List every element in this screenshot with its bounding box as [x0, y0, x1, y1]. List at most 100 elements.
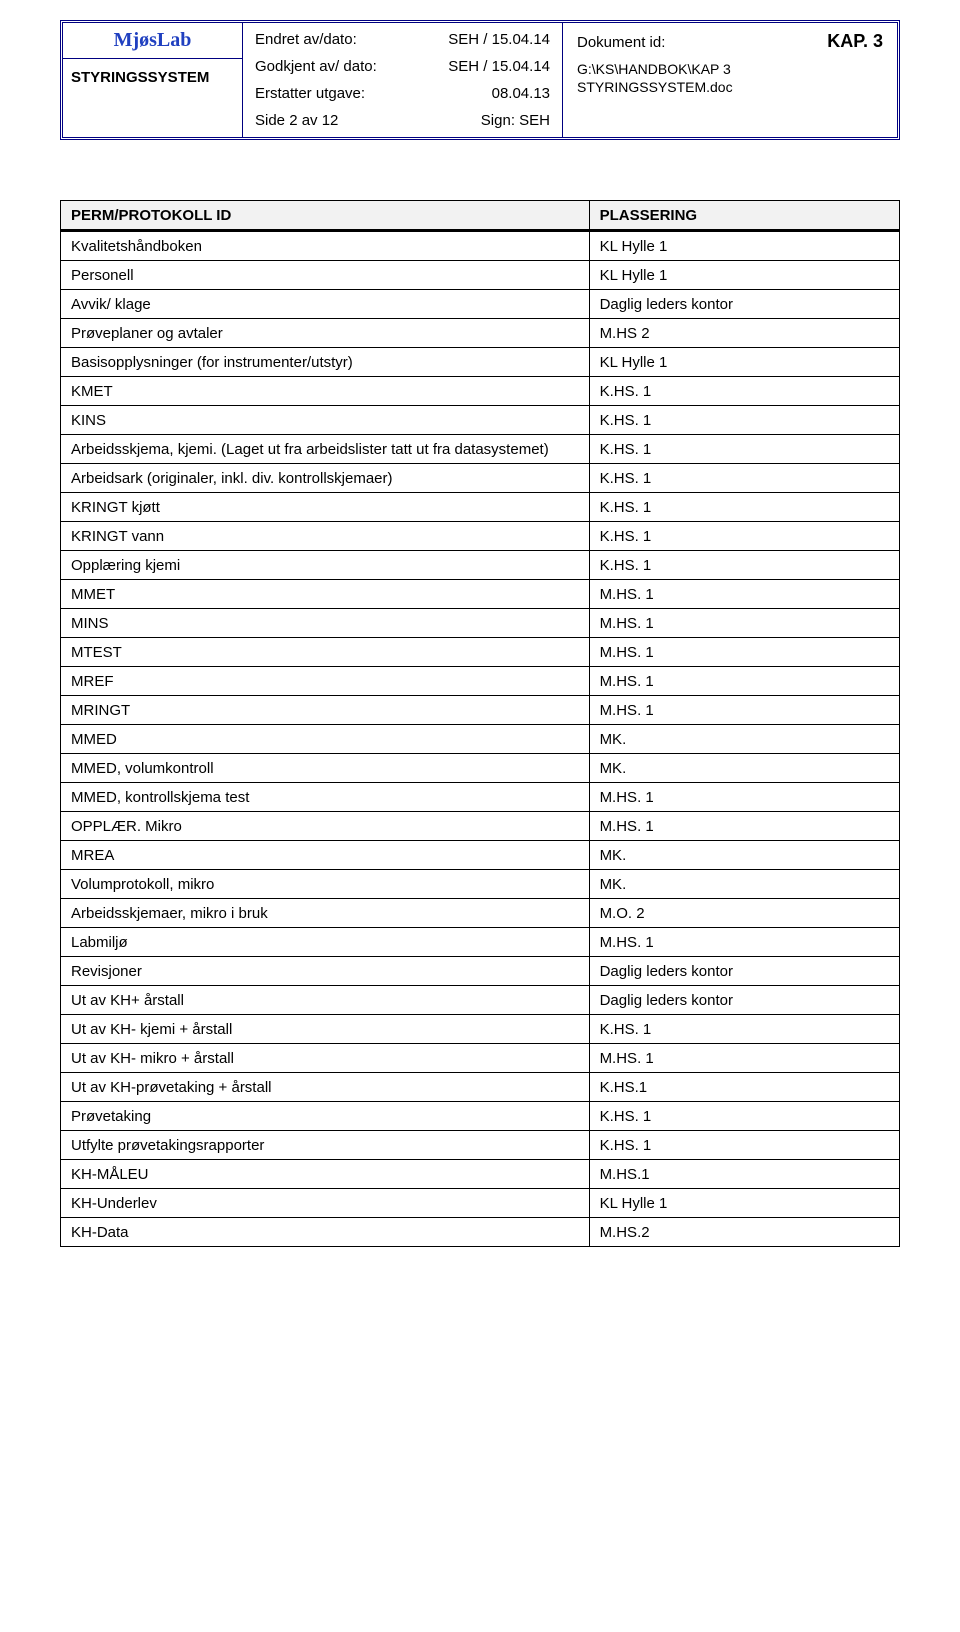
cell-place: MK.: [589, 870, 899, 899]
table-row: Arbeidsark (originaler, inkl. div. kontr…: [61, 464, 900, 493]
cell-place: K.HS. 1: [589, 406, 899, 435]
table-row: Arbeidsskjema, kjemi. (Laget ut fra arbe…: [61, 435, 900, 464]
filepath-line-1: G:\KS\HANDBOK\KAP 3: [577, 60, 883, 78]
column-header-id: PERM/PROTOKOLL ID: [61, 201, 590, 231]
cell-place: KL Hylle 1: [589, 1189, 899, 1218]
replaces-value: 08.04.13: [492, 85, 550, 102]
doc-subtitle: STYRINGSSYSTEM: [63, 59, 242, 96]
table-row: KH-MÅLEUM.HS.1: [61, 1160, 900, 1189]
cell-id: MRINGT: [61, 696, 590, 725]
changed-label: Endret av/dato:: [255, 31, 357, 48]
table-row: Arbeidsskjemaer, mikro i brukM.O. 2: [61, 899, 900, 928]
cell-id: Arbeidsark (originaler, inkl. div. kontr…: [61, 464, 590, 493]
cell-place: K.HS. 1: [589, 493, 899, 522]
cell-place: M.HS. 1: [589, 783, 899, 812]
table-row: MMED, volumkontrollMK.: [61, 754, 900, 783]
doc-id-label: Dokument id:: [577, 34, 665, 51]
cell-id: Arbeidsskjemaer, mikro i bruk: [61, 899, 590, 928]
table-body: KvalitetshåndbokenKL Hylle 1PersonellKL …: [61, 231, 900, 1247]
cell-id: MMET: [61, 580, 590, 609]
cell-id: MMED: [61, 725, 590, 754]
cell-id: Arbeidsskjema, kjemi. (Laget ut fra arbe…: [61, 435, 590, 464]
table-row: KRINGT kjøttK.HS. 1: [61, 493, 900, 522]
cell-id: MREA: [61, 841, 590, 870]
cell-place: K.HS. 1: [589, 1131, 899, 1160]
cell-id: MINS: [61, 609, 590, 638]
cell-place: M.O. 2: [589, 899, 899, 928]
cell-place: M.HS. 1: [589, 928, 899, 957]
header-column-left: MjøsLab STYRINGSSYSTEM: [63, 23, 243, 137]
table-row: KH-UnderlevKL Hylle 1: [61, 1189, 900, 1218]
cell-place: M.HS. 1: [589, 580, 899, 609]
table-row: KMETK.HS. 1: [61, 377, 900, 406]
cell-place: M.HS. 1: [589, 696, 899, 725]
cell-place: Daglig leders kontor: [589, 290, 899, 319]
table-row: OPPLÆR. MikroM.HS. 1: [61, 812, 900, 841]
cell-id: KINS: [61, 406, 590, 435]
cell-place: K.HS. 1: [589, 1102, 899, 1131]
cell-id: Prøveplaner og avtaler: [61, 319, 590, 348]
cell-id: Kvalitetshåndboken: [61, 231, 590, 261]
doc-id-row: Dokument id: KAP. 3: [577, 31, 883, 52]
cell-id: Revisjoner: [61, 957, 590, 986]
cell-place: K.HS. 1: [589, 435, 899, 464]
cell-id: MMED, volumkontroll: [61, 754, 590, 783]
cell-place: MK.: [589, 725, 899, 754]
cell-id: Personell: [61, 261, 590, 290]
approved-row: Godkjent av/ dato: SEH / 15.04.14: [255, 58, 550, 75]
cell-place: M.HS. 1: [589, 638, 899, 667]
cell-id: Volumprotokoll, mikro: [61, 870, 590, 899]
approved-value: SEH / 15.04.14: [448, 58, 550, 75]
document-page: MjøsLab STYRINGSSYSTEM Endret av/dato: S…: [0, 0, 960, 1287]
cell-place: MK.: [589, 841, 899, 870]
table-row: LabmiljøM.HS. 1: [61, 928, 900, 957]
cell-place: K.HS. 1: [589, 522, 899, 551]
column-header-place: PLASSERING: [589, 201, 899, 231]
cell-place: M.HS. 1: [589, 667, 899, 696]
cell-id: KRINGT kjøtt: [61, 493, 590, 522]
header-column-right: Dokument id: KAP. 3 G:\KS\HANDBOK\KAP 3 …: [563, 23, 897, 137]
cell-place: K.HS. 1: [589, 464, 899, 493]
table-row: MRINGTM.HS. 1: [61, 696, 900, 725]
table-row: MINSM.HS. 1: [61, 609, 900, 638]
cell-id: MREF: [61, 667, 590, 696]
table-row: KRINGT vannK.HS. 1: [61, 522, 900, 551]
table-row: MTESTM.HS. 1: [61, 638, 900, 667]
cell-place: MK.: [589, 754, 899, 783]
table-row: Ut av KH-prøvetaking + årstallK.HS.1: [61, 1073, 900, 1102]
table-row: MREFM.HS. 1: [61, 667, 900, 696]
table-row: MMETM.HS. 1: [61, 580, 900, 609]
changed-row: Endret av/dato: SEH / 15.04.14: [255, 31, 550, 48]
cell-place: KL Hylle 1: [589, 231, 899, 261]
table-row: KvalitetshåndbokenKL Hylle 1: [61, 231, 900, 261]
header-column-middle: Endret av/dato: SEH / 15.04.14 Godkjent …: [243, 23, 563, 137]
replaces-row: Erstatter utgave: 08.04.13: [255, 85, 550, 102]
cell-place: KL Hylle 1: [589, 348, 899, 377]
document-header-box: MjøsLab STYRINGSSYSTEM Endret av/dato: S…: [60, 20, 900, 140]
approved-label: Godkjent av/ dato:: [255, 58, 377, 75]
table-row: Ut av KH- kjemi + årstallK.HS. 1: [61, 1015, 900, 1044]
chapter-id: KAP. 3: [827, 31, 883, 52]
cell-id: Prøvetaking: [61, 1102, 590, 1131]
cell-id: Avvik/ klage: [61, 290, 590, 319]
changed-value: SEH / 15.04.14: [448, 31, 550, 48]
cell-place: K.HS. 1: [589, 551, 899, 580]
table-row: Volumprotokoll, mikroMK.: [61, 870, 900, 899]
cell-id: Ut av KH-prøvetaking + årstall: [61, 1073, 590, 1102]
table-row: MMEDMK.: [61, 725, 900, 754]
cell-id: Ut av KH- mikro + årstall: [61, 1044, 590, 1073]
cell-id: KH-Underlev: [61, 1189, 590, 1218]
table-row: PrøvetakingK.HS. 1: [61, 1102, 900, 1131]
table-header-row: PERM/PROTOKOLL ID PLASSERING: [61, 201, 900, 231]
page-sign-row: Side 2 av 12 Sign: SEH: [255, 112, 550, 129]
cell-place: M.HS 2: [589, 319, 899, 348]
replaces-label: Erstatter utgave:: [255, 85, 365, 102]
cell-id: Opplæring kjemi: [61, 551, 590, 580]
cell-id: MTEST: [61, 638, 590, 667]
table-row: Opplæring kjemiK.HS. 1: [61, 551, 900, 580]
cell-id: MMED, kontrollskjema test: [61, 783, 590, 812]
table-row: MMED, kontrollskjema testM.HS. 1: [61, 783, 900, 812]
table-row: PersonellKL Hylle 1: [61, 261, 900, 290]
cell-place: K.HS.1: [589, 1073, 899, 1102]
table-row: Utfylte prøvetakingsrapporterK.HS. 1: [61, 1131, 900, 1160]
